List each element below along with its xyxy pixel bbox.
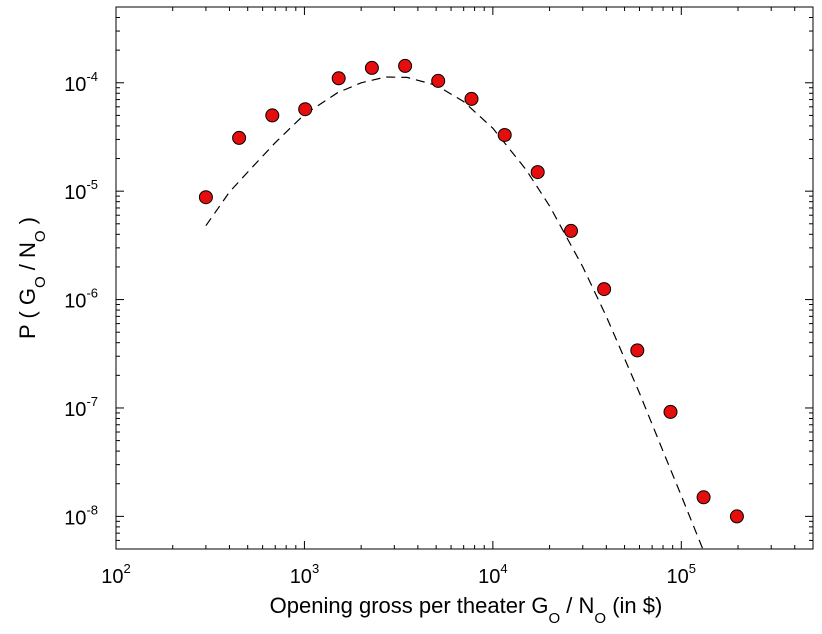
- data-point: [630, 343, 645, 358]
- x-tick-label: 105: [667, 561, 696, 588]
- y-axis-title: P ( GO / NO ): [15, 217, 49, 339]
- data-point: [530, 165, 545, 180]
- x-tick-label: 102: [101, 561, 130, 588]
- y-tick-label: 10-5: [64, 177, 98, 204]
- data-point: [663, 404, 678, 419]
- data-point: [729, 509, 744, 524]
- y-tick-label: 10-8: [64, 502, 98, 529]
- data-point: [431, 73, 446, 88]
- plot-frame: [115, 6, 814, 550]
- plot-background: [116, 7, 813, 549]
- data-point: [696, 490, 711, 505]
- fit-curve: [205, 76, 704, 549]
- data-point: [597, 282, 612, 297]
- x-tick-label: 104: [478, 561, 507, 588]
- data-point: [232, 130, 247, 145]
- y-tick-label: 10-6: [64, 286, 98, 313]
- data-point: [298, 102, 313, 117]
- data-point: [331, 71, 346, 86]
- data-point: [564, 223, 578, 238]
- data-point: [497, 128, 512, 142]
- y-tick-label: 10-7: [64, 394, 98, 421]
- data-point: [464, 91, 479, 106]
- x-axis-title: Opening gross per theater GO / NO (in $): [270, 593, 663, 627]
- y-tick-label: 10-4: [64, 69, 98, 96]
- data-point: [398, 58, 413, 73]
- data-point: [364, 60, 379, 75]
- x-tick-label: 103: [290, 561, 319, 588]
- data-point: [198, 190, 213, 205]
- data-point: [265, 108, 280, 123]
